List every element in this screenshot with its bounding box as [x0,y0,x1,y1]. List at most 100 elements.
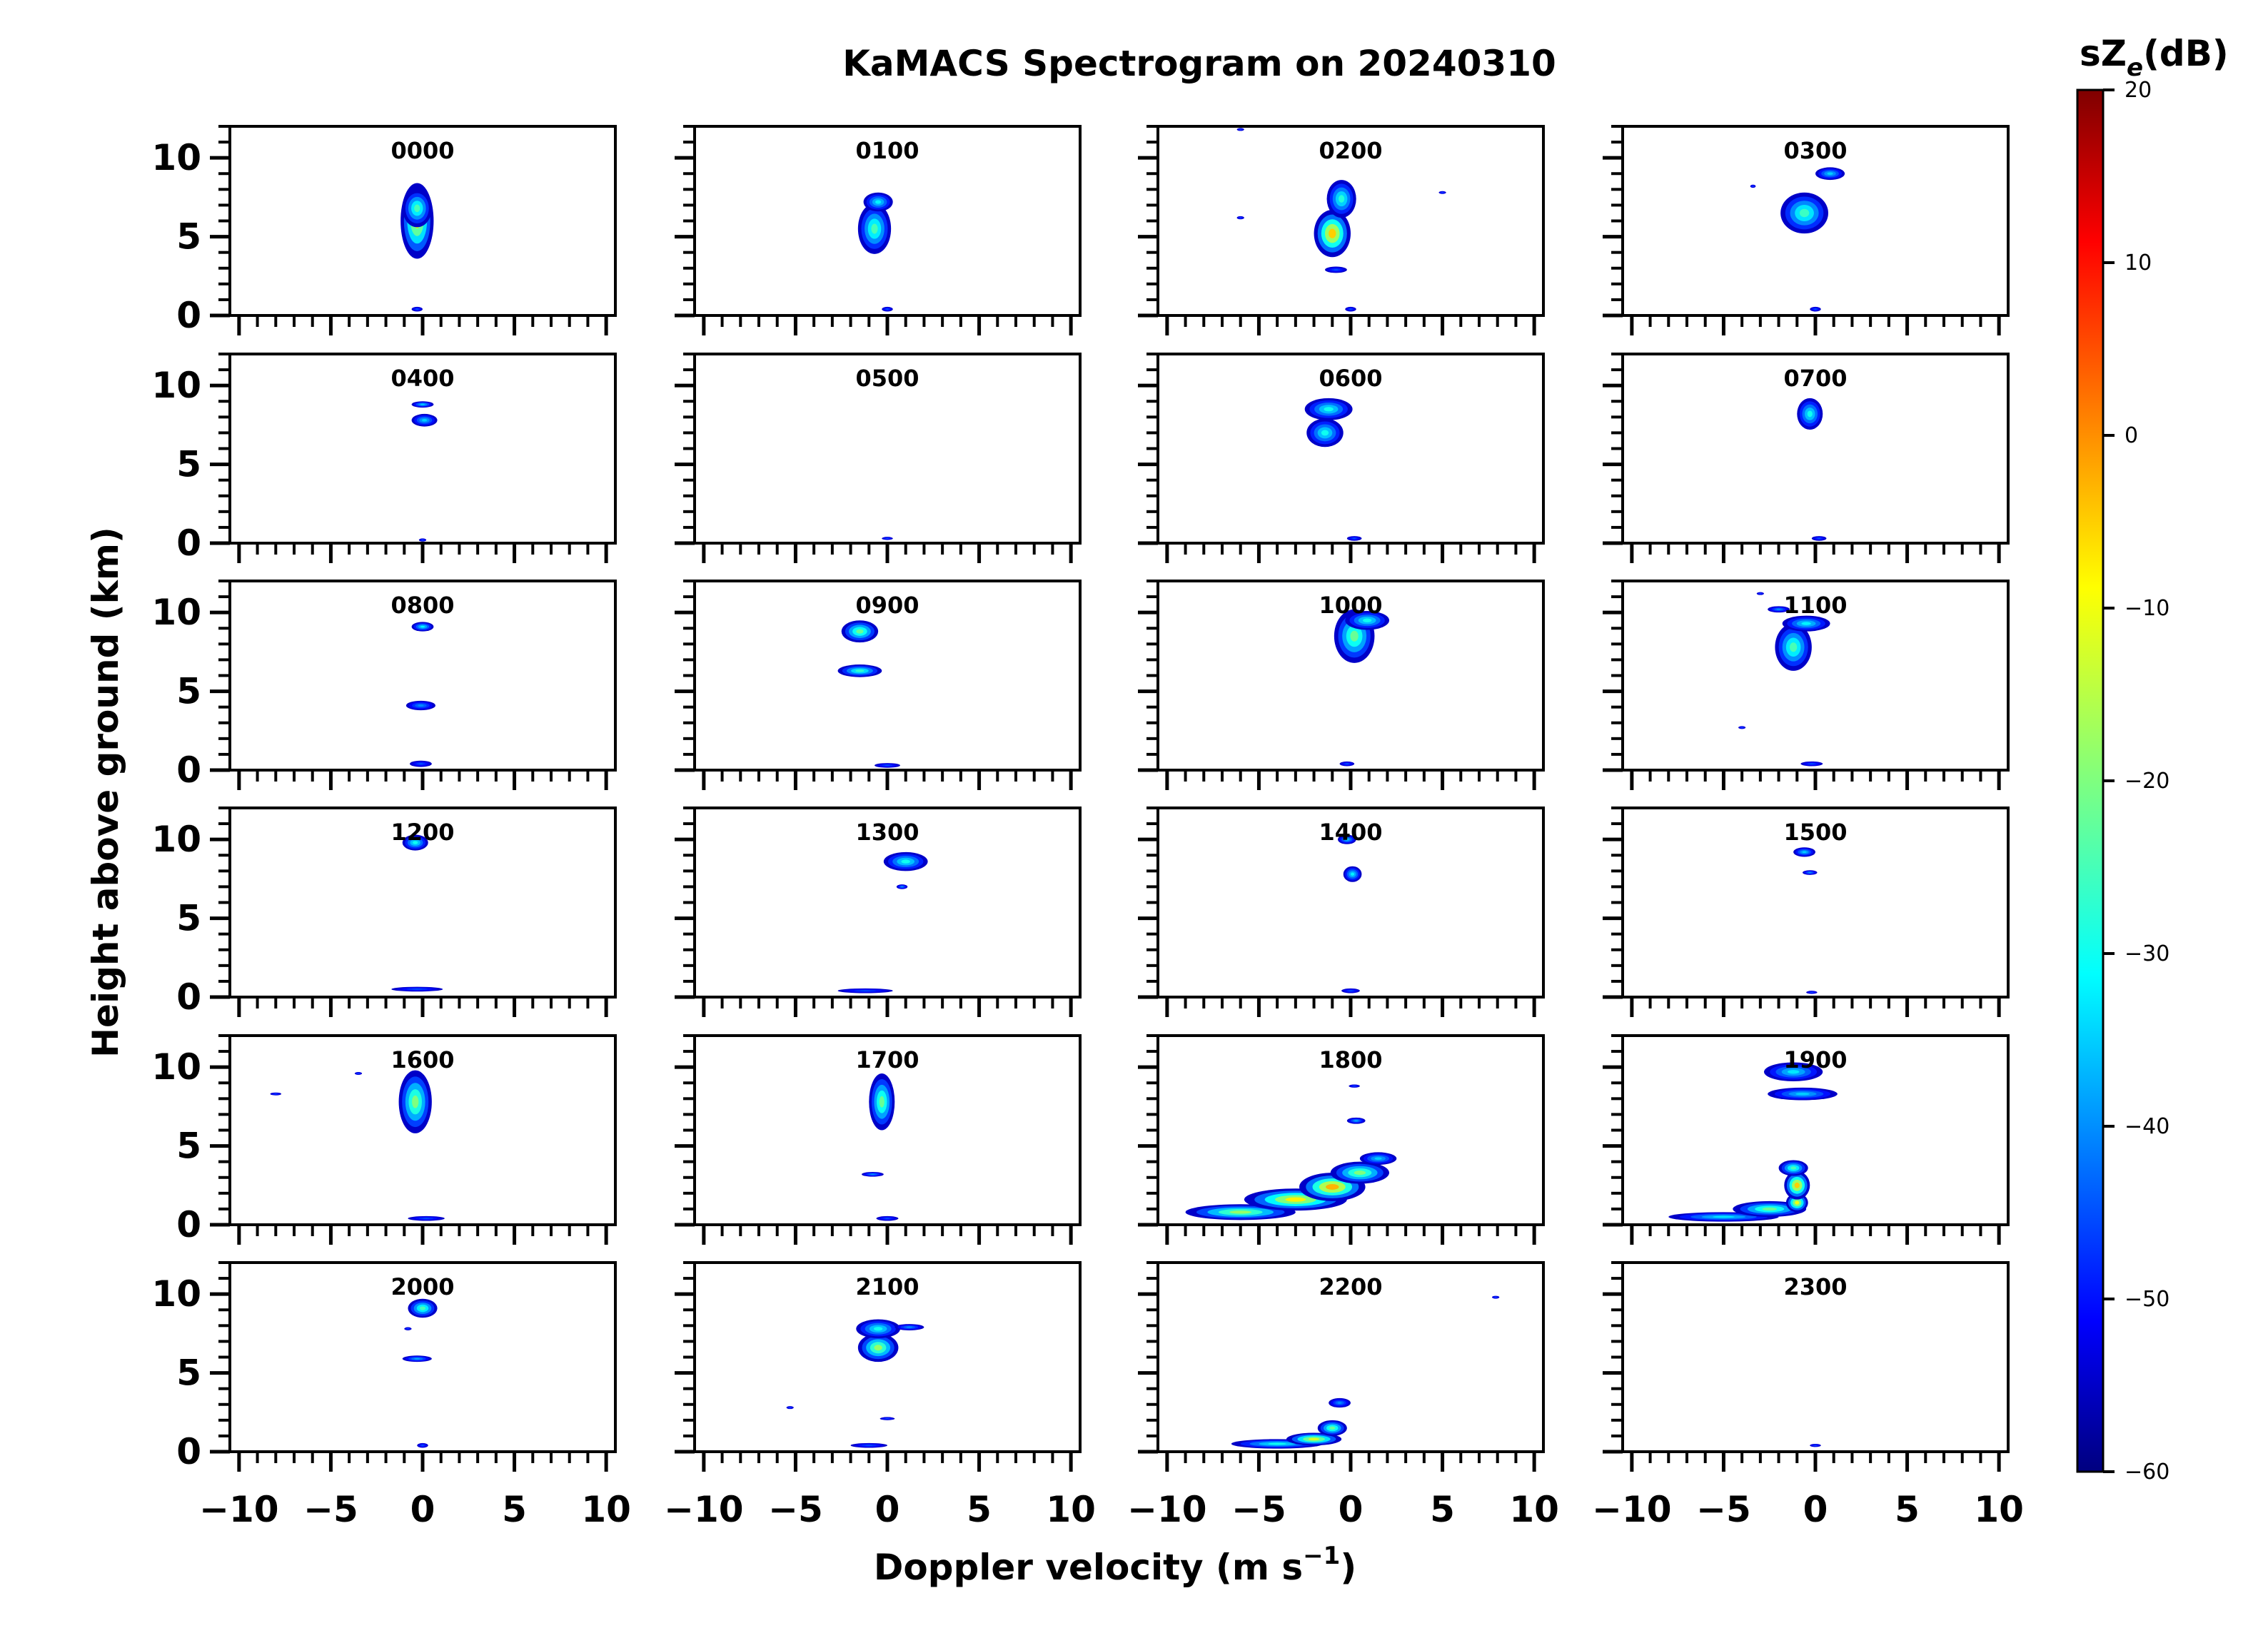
spectral-echo [1790,1166,1797,1170]
panel-data [882,537,893,540]
panel-time-label: 0000 [390,137,454,164]
panel-data [837,851,928,994]
spectral-echo [1350,630,1359,642]
y-tick-label: 5 [176,898,201,939]
spectral-echo [886,537,889,539]
x-axis-label: Doppler velocity (m s−1) [874,1542,1356,1588]
x-tick-label: 0 [1803,1489,1828,1530]
spectral-echo [1814,308,1817,310]
panel-0800: 0800 10 5 0 [151,580,617,791]
y-tick-label: 5 [176,671,201,712]
spectral-echo [421,1445,424,1446]
panel-time-label: 1700 [855,1046,919,1073]
spectral-echo [865,1445,873,1446]
figure-title: KaMACS Spectrogram on 20240310 [842,43,1556,84]
panel-time-label: 0900 [855,592,919,619]
panel-1000: 1000 [1138,580,1545,790]
panel-1500: 1500 [1603,807,2010,1017]
spectral-echo [1354,1171,1366,1176]
spectral-echo [856,629,864,634]
panel-time-label: 2100 [855,1273,919,1300]
spectral-echo [1268,1442,1286,1445]
panel-data [1668,1062,1838,1222]
spectral-echo [1807,410,1813,418]
panel-time-label: 1100 [1783,592,1847,619]
spectral-echo [874,1345,882,1351]
spectral-echo [407,1328,409,1330]
spectral-echo [1795,1092,1810,1096]
spectral-echo [1339,195,1345,203]
spectral-echo [1776,608,1781,610]
panel-time-label: 0200 [1319,137,1382,164]
spectral-echo [1324,407,1334,412]
panel-data [786,1319,924,1448]
colorbar-tick-label: −30 [2125,941,2169,966]
spectral-echo [1362,618,1372,622]
y-tick-label: 0 [176,1431,201,1472]
x-tick-label: 5 [1430,1489,1455,1530]
y-tick-label: 0 [176,976,201,1018]
panel-time-label: 1500 [1783,819,1847,846]
panel-time-label: 1600 [390,1046,454,1073]
panel-data [1797,398,1827,541]
panel-data [1738,592,1830,767]
spectral-echo [884,1218,890,1219]
y-tick-label: 10 [151,137,201,178]
y-tick-label: 10 [151,592,201,633]
spectral-echo [906,1326,912,1328]
panel-time-label: 0600 [1319,365,1382,392]
panel-2300: 2300 −10 −5 0 5 10 [1592,1261,2024,1530]
spectral-echo [879,1096,884,1108]
x-tick-label: −10 [1592,1489,1671,1530]
spectral-echo [1827,172,1833,176]
panel-0500: 0500 [675,353,1082,563]
spectral-echo [1329,1426,1336,1430]
panel-data [1236,128,1446,312]
spectral-echo [870,1173,875,1175]
x-tick-label: 0 [410,1489,435,1530]
spectral-echo [1229,1210,1252,1214]
spectral-echo [357,1073,360,1074]
x-tick-label: −5 [303,1489,358,1530]
panel-time-label: 1800 [1319,1046,1382,1073]
spectral-echo [1810,991,1813,993]
spectral-echo [1790,642,1798,652]
x-tick-label: 10 [1046,1489,1096,1530]
panel-0300: 0300 [1603,125,2010,335]
colorbar-tick-label: 20 [2125,78,2152,103]
spectral-echo [419,1306,426,1310]
panel-time-label: 0700 [1783,365,1847,392]
panel-0100: 0100 [675,125,1082,335]
spectral-echo [1334,269,1339,271]
spectral-echo [789,1407,791,1408]
y-tick-label: 5 [176,1126,201,1167]
x-tick-label: 10 [1509,1489,1559,1530]
x-tick-label: −10 [199,1489,278,1530]
panel-data [1304,398,1362,541]
colorbar-tick-label: 10 [2125,251,2152,275]
panel-data [400,183,434,312]
spectral-echo [418,704,424,707]
panel-0700: 0700 [1603,353,2010,563]
spectral-echo [1239,129,1241,130]
panel-data [1185,1084,1397,1220]
panel-time-label: 2200 [1319,1273,1382,1300]
panel-data [402,1298,438,1448]
panel-2200: 2200 −10 −5 0 5 10 [1127,1261,1559,1530]
panel-0900: 0900 [675,580,1082,790]
x-tick-label: 5 [1895,1489,1920,1530]
spectral-echo [1762,1207,1778,1211]
panel-0200: 0200 [1138,125,1545,335]
spectral-echo [1741,727,1743,728]
panel-data [1231,1295,1500,1449]
spectral-echo [1285,1197,1306,1202]
spectral-echo [1794,1182,1800,1188]
colorbar-ticks: 20 10 0 −10 −20 −30 −40 −50 −60 [2103,78,2169,1485]
panel-0000: 0000 10 5 0 [151,125,617,336]
panel-data [1334,609,1389,767]
colorbar-label: sZe(dB) [2080,33,2229,82]
spectral-echo [1374,1157,1382,1161]
panel-1200: 1200 10 5 0 [151,807,617,1018]
spectral-echo [885,1418,889,1420]
panel-1100: 1100 [1603,580,2010,790]
